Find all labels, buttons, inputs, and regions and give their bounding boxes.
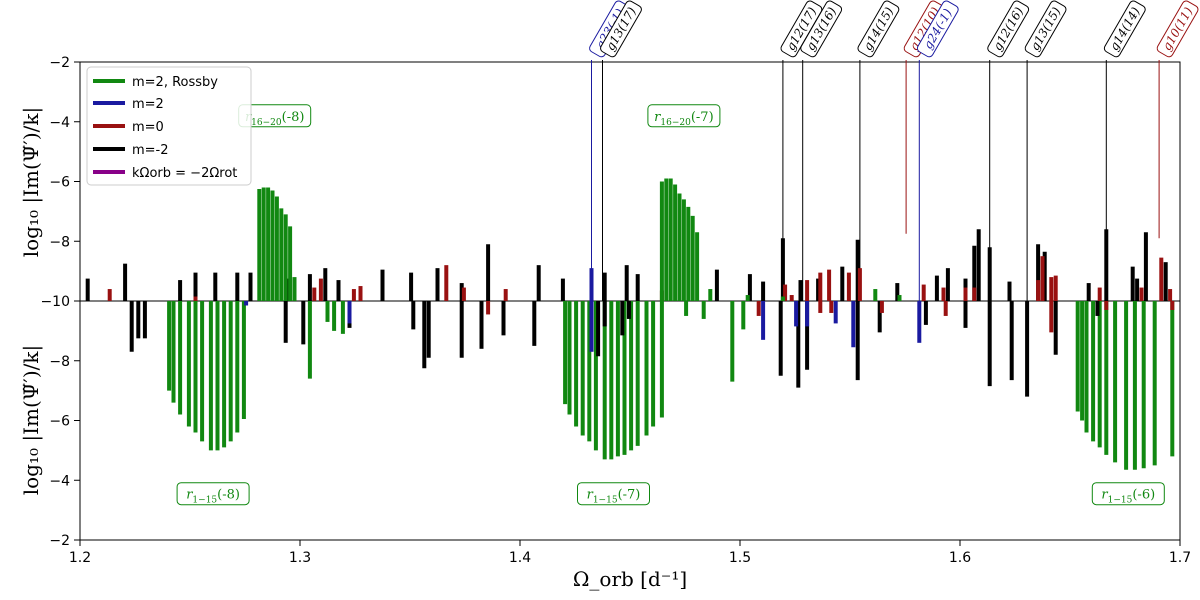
y-axis-title-bottom: log₁₀ |Im(Ψ̃′)/k| bbox=[19, 345, 44, 496]
bars-group bbox=[85, 178, 1175, 470]
x-tick-label-1: 1.3 bbox=[289, 550, 311, 566]
x-tick-label-5: 1.7 bbox=[1169, 550, 1191, 566]
top-label-box-g24-1 bbox=[916, 0, 959, 58]
y-tick-label-top-1: −8 bbox=[49, 234, 70, 250]
annotation-bottom-2-main: r bbox=[1101, 488, 1108, 503]
legend-label-corotation: kΩorb = −2Ωrot bbox=[132, 166, 237, 181]
annotation-bottom-1-main: r bbox=[587, 488, 594, 503]
top-label-g12-16: g12(16) bbox=[987, 0, 1030, 58]
y-tick-label-top-3: −4 bbox=[49, 115, 70, 131]
y-tick-label-bottom-1: −4 bbox=[49, 473, 70, 489]
y-tick-label-top-2: −6 bbox=[49, 175, 70, 191]
x-tick-label-2: 1.4 bbox=[509, 550, 531, 566]
annotation-bottom-2-box bbox=[1091, 482, 1165, 506]
legend-label-rossby: m=2, Rossby bbox=[132, 75, 218, 90]
annotation-top-0-sub: 16−20 bbox=[251, 118, 282, 128]
ticks-group: 1.2 1.3 1.4 1.5 1.6 1.7 −10 −8 −6 −4 −2 −2 −4 −6 −8 bbox=[40, 55, 1191, 566]
annotation-top-1-box bbox=[647, 104, 721, 128]
annotation-bottom-0-tail: (-8) bbox=[217, 488, 240, 503]
annotation-bottom-1-text: r1−15(-7) bbox=[587, 488, 641, 506]
top-label-g13-15: g13(15) bbox=[1024, 0, 1067, 58]
x-tick-label-0: 1.2 bbox=[69, 550, 91, 566]
annotations-group: r16−20(-8)r16−20(-7)r1−15(-8)r1−15(-7)r1… bbox=[176, 104, 1165, 506]
annotation-bottom-0-sub: 1−15 bbox=[192, 496, 217, 506]
annotation-bottom-0-main: r bbox=[186, 488, 193, 503]
legend: m=2, Rossby m=2 m=0 m=-2 kΩorb = −2Ωrot bbox=[86, 66, 252, 186]
top-label-box-g13-16 bbox=[800, 0, 843, 58]
legend-box bbox=[86, 66, 252, 186]
annotation-top-1-sub: 16−20 bbox=[660, 118, 691, 128]
y-tick-label-bottom-3: −8 bbox=[49, 354, 70, 370]
top-labels-group: g23(-1)g13(17) g12(17)g13(16) g14(15) g12(1… bbox=[589, 0, 1199, 58]
x-axis-title: Ω_orb [d⁻¹] bbox=[573, 567, 687, 591]
top-label-box-g14-14 bbox=[1103, 0, 1146, 58]
top-label-box-g13-15 bbox=[1024, 0, 1067, 58]
annotation-bottom-0-box bbox=[176, 482, 250, 506]
top-label-g10-11: g10(11) bbox=[1156, 0, 1199, 58]
annotation-bottom-2: r1−15(-6) bbox=[1091, 482, 1165, 506]
annotation-bottom-0: r1−15(-8) bbox=[176, 482, 250, 506]
annotation-bottom-1: r1−15(-7) bbox=[577, 482, 650, 506]
legend-label-m0: m=0 bbox=[132, 120, 164, 135]
annotation-bottom-0-text: r1−15(-8) bbox=[186, 488, 240, 506]
y-axis-title-top: log₁₀ |Im(Ψ̃′)/k| bbox=[19, 107, 44, 258]
annotation-top-1-tail: (-7) bbox=[691, 110, 714, 125]
annotation-bottom-2-sub: 1−15 bbox=[1108, 496, 1133, 506]
y-tick-label-bottom-0: −2 bbox=[49, 533, 70, 549]
annotation-top-1-text: r16−20(-7) bbox=[654, 110, 713, 128]
annotation-bottom-1-sub: 1−15 bbox=[593, 496, 618, 506]
annotation-top-1: r16−20(-7) bbox=[647, 104, 721, 128]
top-label-box-g10-11 bbox=[1156, 0, 1199, 58]
top-label-box-g12-16 bbox=[987, 0, 1030, 58]
annotation-top-1-main: r bbox=[654, 110, 661, 125]
x-tick-label-3: 1.5 bbox=[729, 550, 751, 566]
annotation-bottom-2-text: r1−15(-6) bbox=[1101, 488, 1155, 506]
legend-label-mminus2: m=-2 bbox=[132, 143, 169, 158]
top-label-g14-15: g14(15) bbox=[857, 0, 900, 58]
y-tick-label-top-0: −10 bbox=[40, 294, 70, 310]
top-label-box-g14-15 bbox=[857, 0, 900, 58]
annotation-top-0-tail: (-8) bbox=[282, 110, 305, 125]
y-tick-label-bottom-2: −6 bbox=[49, 414, 70, 430]
y-tick-label-top-4: −2 bbox=[49, 55, 70, 71]
annotation-bottom-1-box bbox=[577, 482, 650, 506]
legend-label-m2: m=2 bbox=[132, 97, 164, 112]
x-tick-label-4: 1.6 bbox=[949, 550, 971, 566]
annotation-bottom-1-tail: (-7) bbox=[618, 488, 641, 503]
annotation-bottom-2-tail: (-6) bbox=[1132, 488, 1155, 503]
top-label-g14-14: g14(14) bbox=[1103, 0, 1146, 58]
top-label-box-g13-17 bbox=[600, 0, 642, 58]
